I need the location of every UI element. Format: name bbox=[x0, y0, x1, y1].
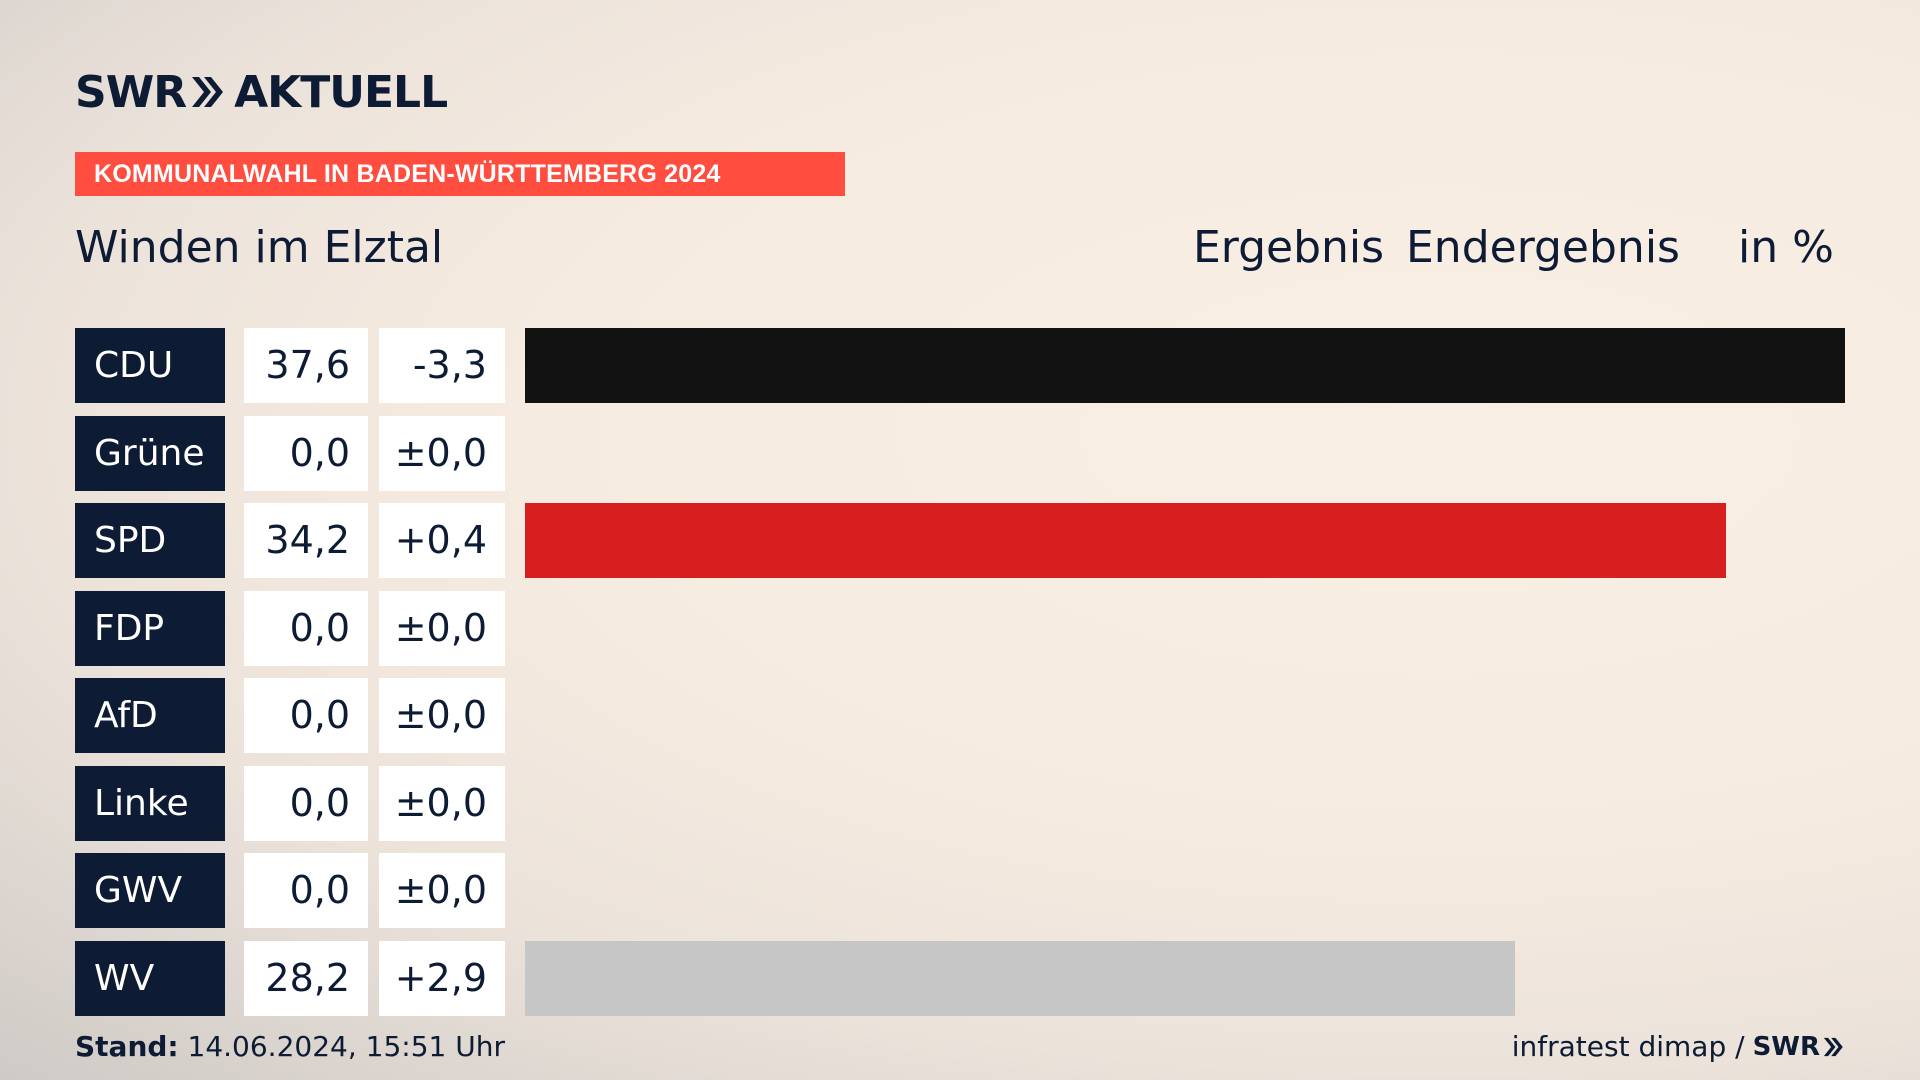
source-text: infratest dimap / bbox=[1511, 1030, 1745, 1063]
stand-label: Stand: bbox=[75, 1030, 179, 1063]
party-label: CDU bbox=[75, 328, 225, 403]
table-row: AfD 0,0 ±0,0 bbox=[75, 678, 1845, 753]
table-row: SPD 34,2 +0,4 bbox=[75, 503, 1845, 578]
party-value: 37,6 bbox=[244, 328, 368, 403]
table-row: GWV 0,0 ±0,0 bbox=[75, 853, 1845, 928]
party-diff: ±0,0 bbox=[379, 765, 505, 841]
table-row: FDP 0,0 ±0,0 bbox=[75, 590, 1845, 666]
party-diff: +2,9 bbox=[379, 940, 505, 1016]
table-row: CDU 37,6 -3,3 bbox=[75, 328, 1845, 403]
logo-swr: SWR bbox=[75, 66, 187, 118]
party-diff: ±0,0 bbox=[379, 415, 505, 491]
result-bar bbox=[525, 940, 1515, 1016]
party-label: SPD bbox=[75, 503, 225, 578]
party-value: 34,2 bbox=[244, 503, 368, 578]
party-label: GWV bbox=[75, 853, 225, 928]
stand-value: 14.06.2024, 15:51 Uhr bbox=[178, 1030, 505, 1063]
table-row: Grüne 0,0 ±0,0 bbox=[75, 415, 1845, 491]
result-bar bbox=[525, 328, 1845, 403]
party-diff: -3,3 bbox=[379, 328, 505, 403]
header-ergebnis: Ergebnis bbox=[1193, 222, 1385, 273]
small-double-chevron-icon bbox=[1823, 1037, 1843, 1056]
logo-aktuell: AKTUELL bbox=[234, 66, 448, 118]
party-value: 0,0 bbox=[244, 590, 368, 666]
party-label: WV bbox=[75, 940, 225, 1016]
party-label: Grüne bbox=[75, 415, 225, 491]
header-unit: in % bbox=[1738, 222, 1834, 273]
party-diff: ±0,0 bbox=[379, 853, 505, 928]
header-endergebnis: Endergebnis bbox=[1406, 222, 1680, 273]
source-logo: SWR bbox=[1752, 1031, 1820, 1062]
footer-source: infratest dimap / SWR bbox=[1512, 1030, 1844, 1063]
place-title: Winden im Elztal bbox=[75, 222, 444, 273]
result-bar bbox=[525, 503, 1726, 578]
party-diff: +0,4 bbox=[379, 503, 505, 578]
party-value: 28,2 bbox=[244, 940, 368, 1016]
election-banner: KOMMUNALWAHL IN BADEN-WÜRTTEMBERG 2024 bbox=[75, 152, 845, 196]
party-value: 0,0 bbox=[244, 853, 368, 928]
double-chevron-icon bbox=[192, 77, 224, 107]
party-value: 0,0 bbox=[244, 765, 368, 841]
party-label: Linke bbox=[75, 765, 225, 841]
party-diff: ±0,0 bbox=[379, 590, 505, 666]
footer-stand: Stand: 14.06.2024, 15:51 Uhr bbox=[75, 1030, 505, 1063]
swr-aktuell-logo: SWR AKTUELL bbox=[75, 66, 448, 118]
table-row: Linke 0,0 ±0,0 bbox=[75, 765, 1845, 841]
party-label: FDP bbox=[75, 590, 225, 666]
party-label: AfD bbox=[75, 678, 225, 753]
party-diff: ±0,0 bbox=[379, 678, 505, 753]
table-row: WV 28,2 +2,9 bbox=[75, 940, 1845, 1016]
party-value: 0,0 bbox=[244, 678, 368, 753]
party-value: 0,0 bbox=[244, 415, 368, 491]
